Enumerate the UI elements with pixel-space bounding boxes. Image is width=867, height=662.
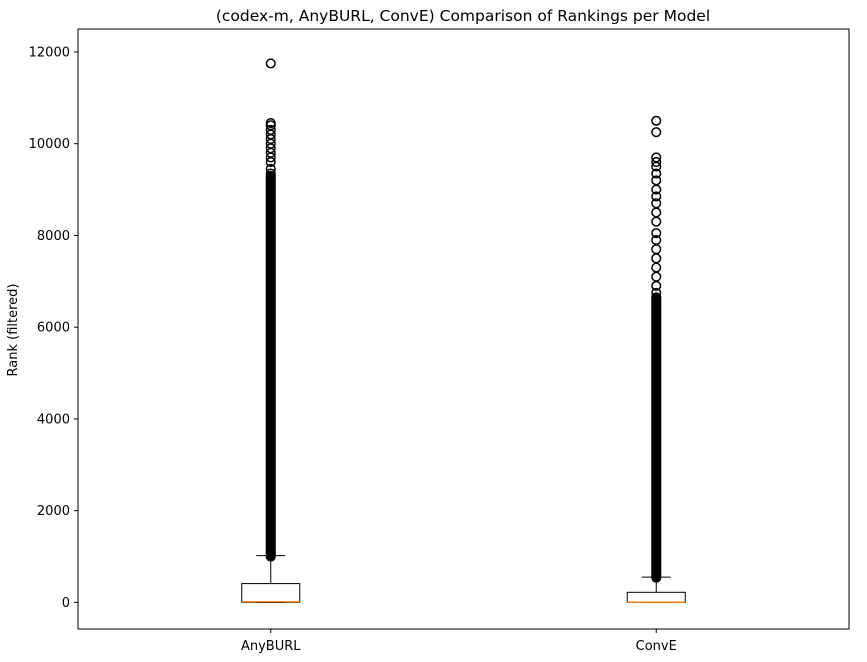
x-tick-label: ConvE	[636, 639, 677, 654]
outlier-band	[651, 292, 662, 583]
outlier-point	[651, 228, 662, 239]
outlier-point	[265, 58, 276, 69]
outlier-point	[651, 198, 662, 209]
y-tick-label: 2000	[37, 504, 70, 519]
y-tick-label: 6000	[37, 321, 70, 336]
y-tick-label: 4000	[37, 412, 70, 427]
y-tick-label: 12000	[29, 45, 70, 60]
outlier-point	[651, 244, 662, 255]
y-tick-label: 10000	[29, 137, 70, 152]
chart-title: (codex-m, AnyBURL, ConvE) Comparison of …	[216, 7, 710, 25]
outlier-point	[651, 152, 662, 163]
outlier-point	[651, 262, 662, 273]
plot-frame	[77, 28, 850, 630]
outlier-band	[265, 170, 276, 562]
outlier-point	[265, 124, 276, 135]
outlier-point	[651, 127, 662, 138]
outlier-point	[651, 191, 662, 202]
outlier-point	[651, 156, 662, 168]
outlier-point	[265, 163, 276, 174]
outlier-point	[651, 175, 662, 186]
outlier-point	[265, 117, 276, 129]
box-iqr	[241, 583, 301, 603]
outlier-point	[651, 234, 662, 246]
outlier-point	[651, 216, 662, 227]
plot-area: 0 2000 4000 6000 8000 10000 12000 AnyBURL ConvE	[29, 28, 850, 654]
y-tick-label: 0	[62, 596, 70, 611]
outlier-point	[651, 287, 662, 298]
outlier-point	[651, 115, 662, 126]
y-axis-label: Rank (filtered)	[6, 284, 21, 377]
outlier-point	[265, 168, 276, 179]
outlier-point	[651, 168, 662, 179]
y-tick-label: 8000	[37, 229, 70, 244]
outlier-point	[651, 207, 662, 218]
box-iqr	[626, 591, 686, 603]
outlier-point	[651, 271, 662, 282]
x-tick-label: AnyBURL	[241, 639, 301, 654]
outlier-point	[651, 253, 662, 264]
